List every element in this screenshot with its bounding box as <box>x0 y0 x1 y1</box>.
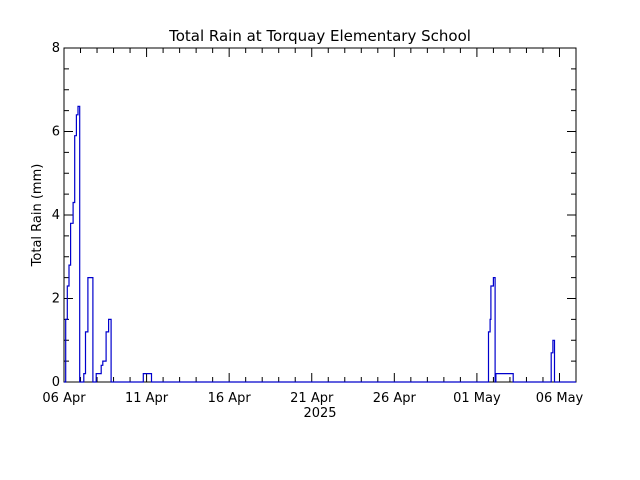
y-tick-label: 8 <box>52 41 60 56</box>
x-tick-label: 06 Apr <box>42 391 86 406</box>
x-tick-label: 26 Apr <box>373 391 417 406</box>
y-tick-label: 4 <box>52 208 60 223</box>
x-tick-label: 16 Apr <box>208 391 252 406</box>
y-axis-label: Total Rain (mm) <box>30 164 45 268</box>
y-tick-label: 0 <box>52 375 60 390</box>
x-tick-label: 01 May <box>453 391 501 406</box>
x-tick-label: 06 May <box>536 391 584 406</box>
chart-title: Total Rain at Torquay Elementary School <box>168 27 471 45</box>
plot-frame <box>63 47 577 383</box>
y-axis-ticks: 0 2 4 6 8 <box>52 41 576 390</box>
x-axis-ticks: 06 Apr 11 Apr 16 Apr 21 Apr 26 Apr 01 May 06 M… <box>42 48 584 406</box>
x-axis-label: 2025 <box>303 406 336 421</box>
rain-series-line <box>64 105 576 383</box>
x-tick-label: 11 Apr <box>125 391 169 406</box>
y-tick-label: 6 <box>52 125 60 140</box>
x-tick-label: 21 Apr <box>290 391 334 406</box>
y-tick-label: 2 <box>52 292 60 307</box>
